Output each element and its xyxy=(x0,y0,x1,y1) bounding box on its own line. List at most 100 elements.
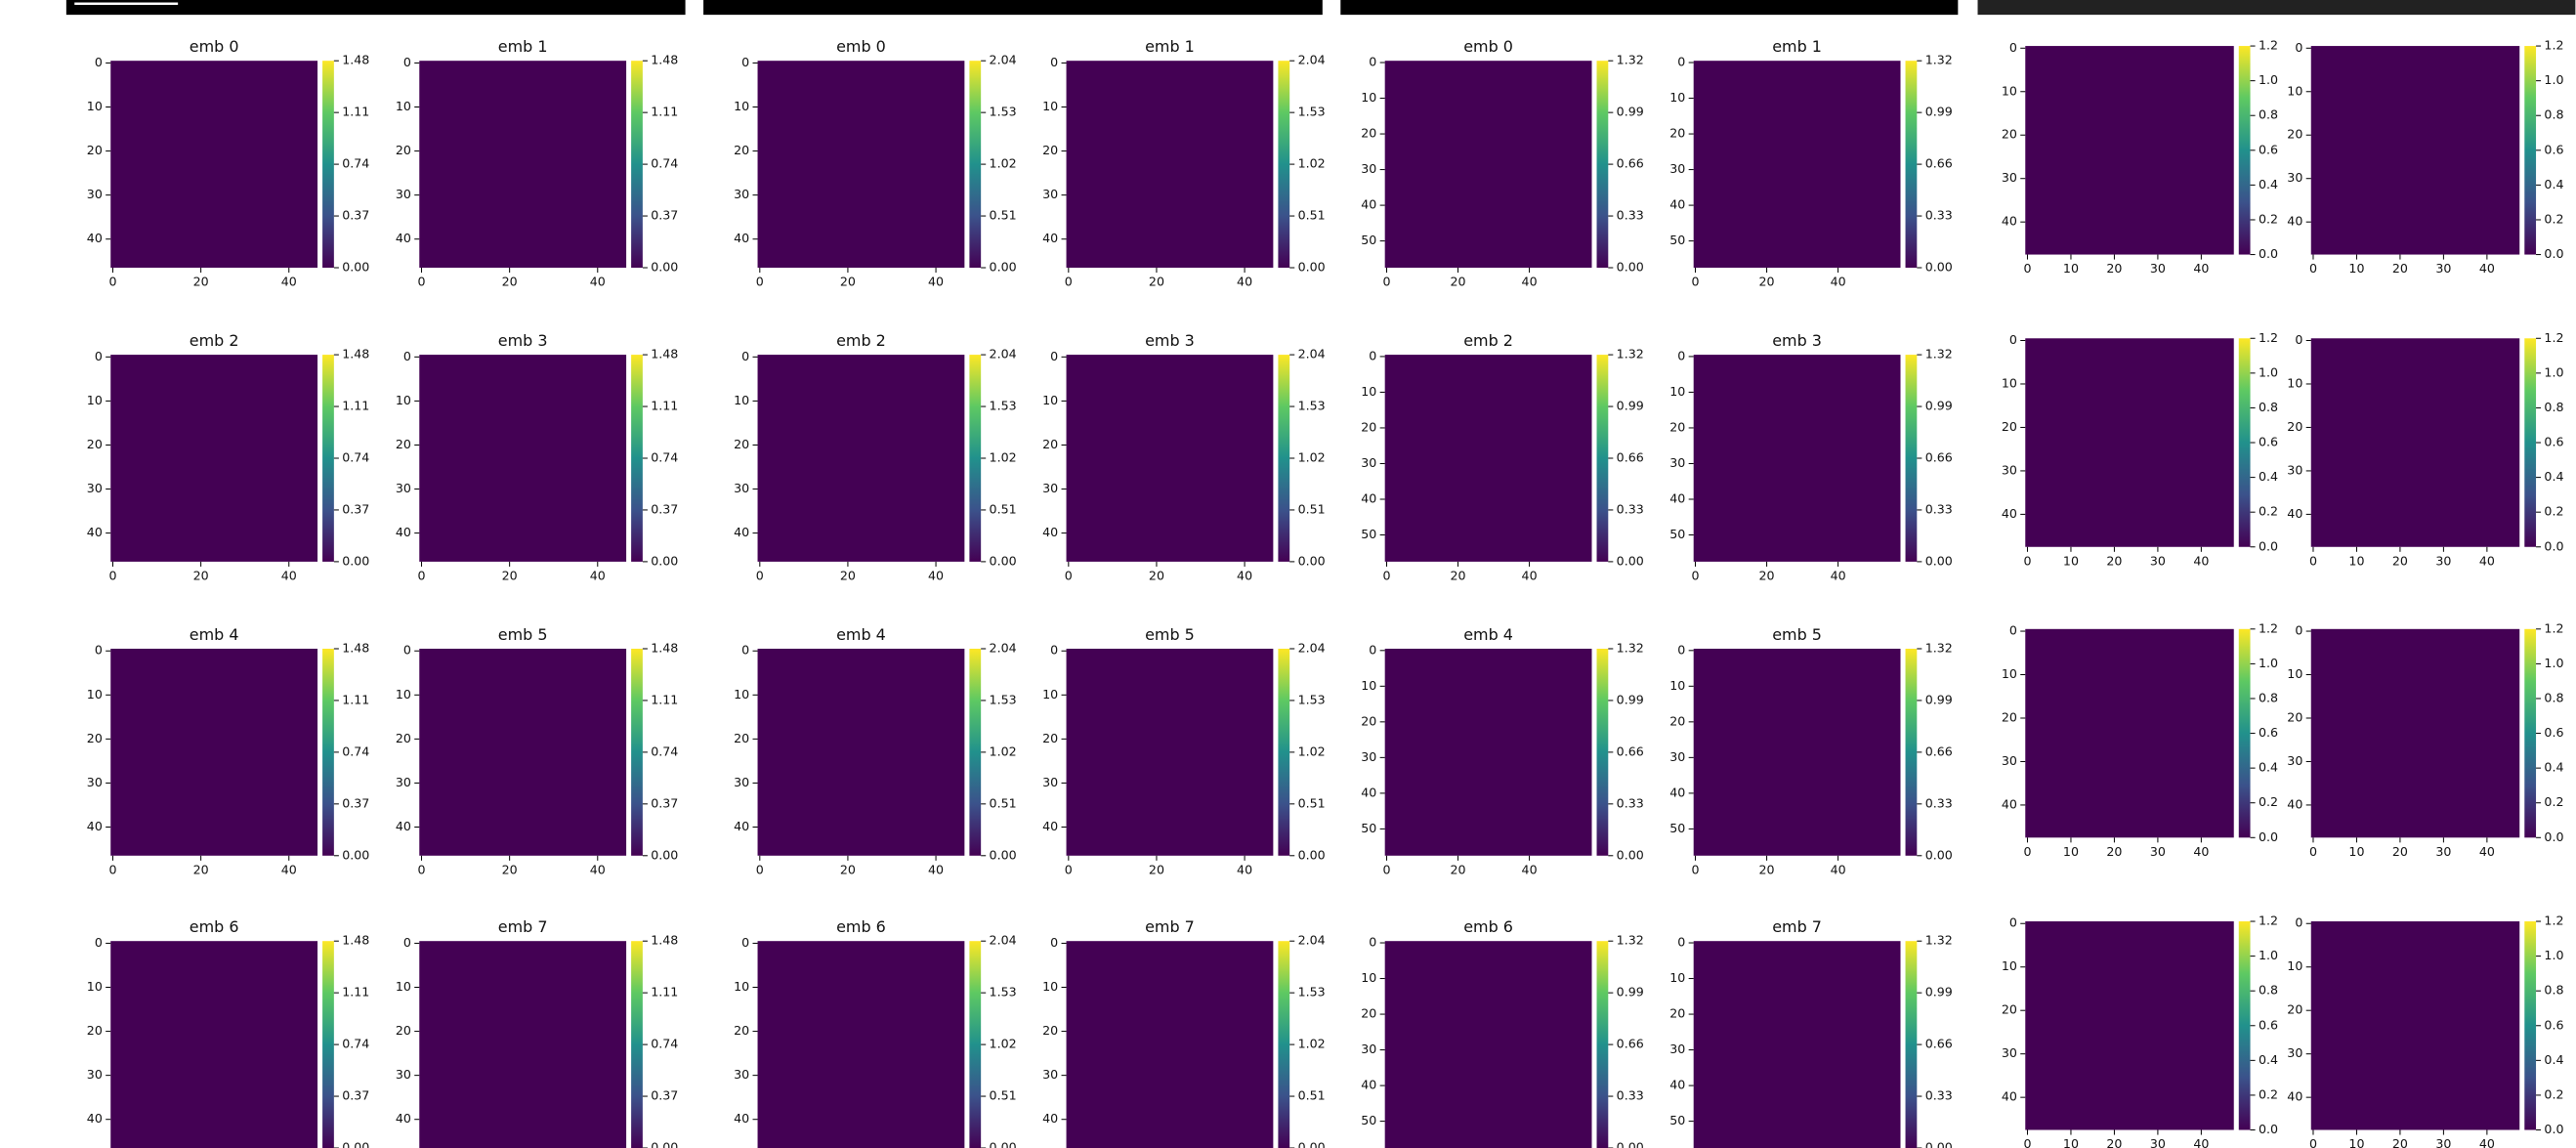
y-tick-label: 20 xyxy=(2002,419,2017,434)
colorbar-tick-label: 1.53 xyxy=(1298,399,1326,413)
colorbar-tick-label: 1.02 xyxy=(990,744,1017,758)
colorbar-tick-label: 0.0 xyxy=(2544,538,2563,553)
heatmap xyxy=(419,61,626,268)
colorbar-tick-label: 1.2 xyxy=(2544,330,2563,345)
colorbar-tick-label: 0.33 xyxy=(1617,208,1644,223)
x-tick-label: 20 xyxy=(1759,569,1775,583)
y-tick-label: 40 xyxy=(1361,1078,1376,1092)
heatmap xyxy=(419,355,626,562)
x-tick-label: 40 xyxy=(2193,844,2209,859)
x-tick-label: 10 xyxy=(2063,553,2079,568)
y-tick-label: 0 xyxy=(95,349,103,363)
colorbar-tick-label: 1.32 xyxy=(1617,640,1644,655)
colorbar xyxy=(322,61,334,268)
y-tick-label: 40 xyxy=(2287,214,2302,229)
colorbar-tick-label: 1.48 xyxy=(651,53,678,67)
x-tick-label: 0 xyxy=(108,275,116,289)
colorbar-tick-label: 0.00 xyxy=(651,259,678,274)
y-tick-label: 0 xyxy=(1050,935,1058,950)
y-tick-label: 10 xyxy=(1361,384,1376,399)
x-tick-label: 0 xyxy=(418,569,426,583)
colorbar-tick-label: 1.0 xyxy=(2544,72,2563,87)
heatmap xyxy=(758,649,965,856)
colorbar-tick-label: 1.32 xyxy=(1925,347,1953,361)
header-image xyxy=(1978,0,2576,15)
heatmap xyxy=(1694,61,1901,268)
y-tick-label: 30 xyxy=(87,187,103,201)
y-tick-label: 40 xyxy=(1361,490,1376,505)
colorbar-tick-label: 0.0 xyxy=(2544,1122,2563,1136)
y-tick-label: 0 xyxy=(1677,642,1685,657)
y-tick-label: 20 xyxy=(1669,713,1685,728)
y-tick-label: 0 xyxy=(95,935,103,950)
x-tick-label: 0 xyxy=(756,275,764,289)
x-tick-label: 10 xyxy=(2348,1136,2364,1148)
colorbar-tick-label: 1.11 xyxy=(651,985,678,999)
x-tick-label: 10 xyxy=(2348,844,2364,859)
x-tick-label: 40 xyxy=(1237,862,1252,876)
y-tick-label: 10 xyxy=(396,99,411,113)
heatmap xyxy=(2311,629,2519,837)
y-tick-label: 10 xyxy=(2287,375,2302,390)
x-tick-label: 0 xyxy=(108,569,116,583)
y-tick-label: 20 xyxy=(1361,1006,1376,1021)
y-tick-label: 10 xyxy=(1042,687,1058,702)
y-tick-label: 40 xyxy=(1669,1078,1685,1092)
heatmap xyxy=(2311,921,2519,1129)
colorbar-tick-label: 0.37 xyxy=(651,501,678,516)
y-tick-label: 0 xyxy=(1677,935,1685,950)
x-tick-label: 0 xyxy=(418,275,426,289)
y-tick-label: 20 xyxy=(1669,419,1685,434)
colorbar-tick-label: 0.00 xyxy=(1298,553,1326,568)
y-tick-label: 30 xyxy=(2002,1045,2017,1060)
heatmap xyxy=(2311,46,2519,254)
colorbar-tick-label: 1.2 xyxy=(2259,914,2278,928)
x-tick-label: 20 xyxy=(502,275,518,289)
x-tick-label: 20 xyxy=(2392,1136,2408,1148)
y-tick-label: 20 xyxy=(1042,731,1058,745)
panel-title: emb 0 xyxy=(836,37,886,56)
x-tick-label: 40 xyxy=(281,275,297,289)
heatmap xyxy=(419,649,626,856)
y-tick-label: 20 xyxy=(1042,437,1058,451)
colorbar-tick-label: 0.6 xyxy=(2544,1017,2563,1032)
y-tick-label: 0 xyxy=(95,643,103,658)
colorbar-tick-label: 1.11 xyxy=(651,105,678,119)
x-tick-label: 0 xyxy=(2023,553,2031,568)
y-tick-label: 0 xyxy=(741,349,749,363)
x-tick-label: 40 xyxy=(2193,553,2209,568)
colorbar-tick-label: 2.04 xyxy=(1298,640,1326,655)
colorbar-tick-label: 0.2 xyxy=(2259,794,2278,809)
y-tick-label: 20 xyxy=(1042,143,1058,157)
y-tick-label: 20 xyxy=(1669,126,1685,141)
x-tick-label: 0 xyxy=(1065,569,1073,583)
y-tick-label: 10 xyxy=(396,979,411,994)
y-tick-label: 40 xyxy=(1042,1111,1058,1126)
colorbar xyxy=(1278,61,1289,268)
colorbar-tick-label: 0.51 xyxy=(1298,795,1326,810)
colorbar xyxy=(1597,355,1609,562)
y-tick-label: 20 xyxy=(87,1023,103,1038)
y-tick-label: 10 xyxy=(396,687,411,702)
y-tick-label: 10 xyxy=(87,99,103,113)
y-tick-label: 30 xyxy=(734,187,749,201)
y-tick-label: 30 xyxy=(734,481,749,495)
x-tick-label: 0 xyxy=(2023,1136,2031,1148)
y-tick-label: 20 xyxy=(1361,419,1376,434)
colorbar-tick-label: 0.74 xyxy=(651,156,678,171)
colorbar-tick-label: 1.02 xyxy=(990,156,1017,171)
colorbar-tick-label: 1.02 xyxy=(1298,156,1326,171)
y-tick-label: 20 xyxy=(1361,713,1376,728)
y-tick-label: 40 xyxy=(2287,506,2302,521)
y-tick-label: 20 xyxy=(1042,1023,1058,1038)
colorbar-tick-label: 0.4 xyxy=(2544,760,2563,775)
colorbar-tick-label: 0.00 xyxy=(342,847,369,862)
colorbar-tick-label: 0.00 xyxy=(1617,553,1644,568)
colorbar-tick-label: 0.2 xyxy=(2259,211,2278,226)
figure: emb 0010203040020400.000.370.741.111.48e… xyxy=(0,0,2576,1148)
colorbar-tick-label: 0.99 xyxy=(1617,399,1644,413)
y-tick-label: 40 xyxy=(1042,525,1058,539)
y-tick-label: 30 xyxy=(2002,170,2017,185)
colorbar xyxy=(631,649,643,856)
x-tick-label: 20 xyxy=(193,862,209,876)
